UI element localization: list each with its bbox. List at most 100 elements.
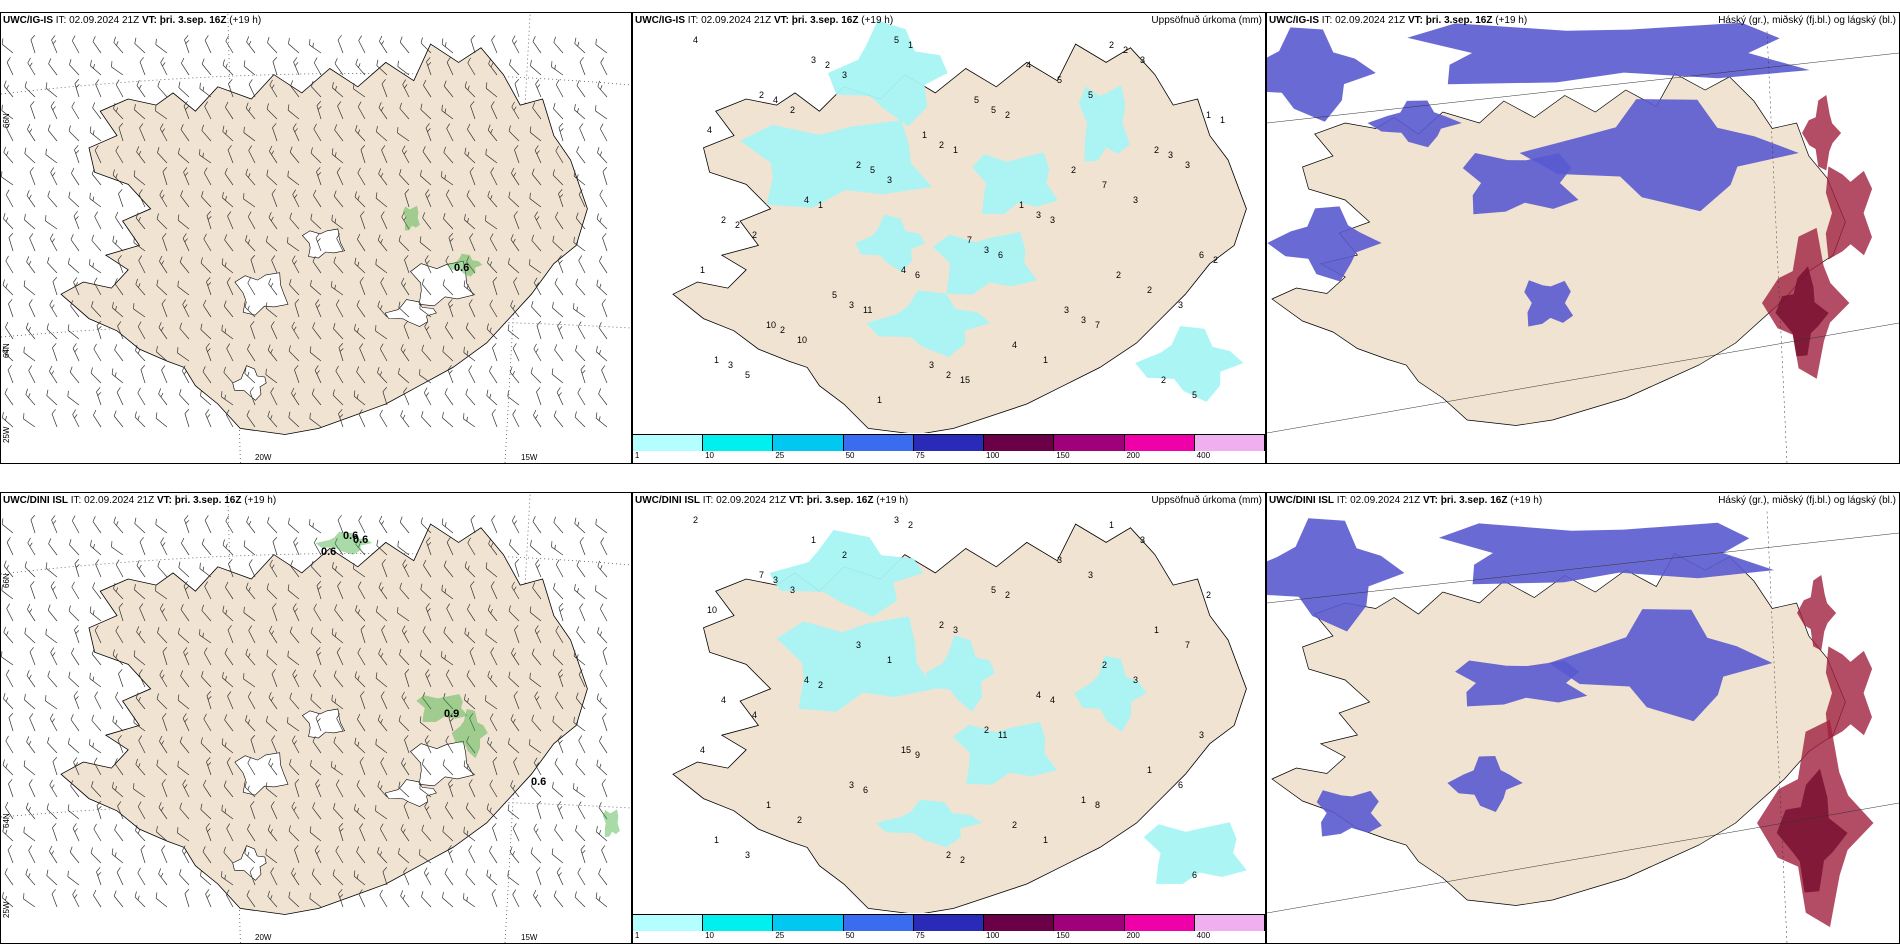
legend-swatch <box>1054 915 1125 931</box>
wind-barb <box>243 126 256 142</box>
wind-barb <box>353 870 366 886</box>
wind-barb <box>532 102 542 120</box>
precip-area <box>952 722 1057 785</box>
wind-barb <box>580 845 586 864</box>
wind-barb <box>553 890 564 908</box>
wind-barb <box>316 647 322 666</box>
legend-swatch <box>1194 435 1265 451</box>
wind-barb <box>158 322 168 340</box>
legend-tick-label: 100 <box>986 451 1000 460</box>
wind-barb <box>266 103 278 120</box>
wind-barb <box>337 35 344 54</box>
wind-barb <box>377 780 388 798</box>
legend-swatch <box>773 435 844 451</box>
wind-barb <box>116 867 124 886</box>
wind-barb <box>45 148 58 164</box>
wind-barb <box>420 170 432 186</box>
wind-barb <box>135 345 146 362</box>
wind-barb <box>485 215 498 230</box>
wind-barb <box>397 127 410 142</box>
legend-tick-label: 1 <box>634 451 640 460</box>
wind-barb <box>222 59 234 76</box>
wind-barb <box>489 845 498 864</box>
wind-barb <box>576 560 586 578</box>
wind-barb <box>92 516 102 534</box>
wind-barb <box>94 211 102 230</box>
wind-barb <box>203 233 212 252</box>
wind-barb <box>157 627 168 644</box>
wind-barb <box>377 234 388 252</box>
wind-barb <box>580 365 586 384</box>
wind-barb <box>247 211 256 230</box>
precip-value: 1 <box>887 655 892 665</box>
wind-barb <box>202 366 212 384</box>
wind-barb <box>200 257 212 274</box>
wind-barb <box>574 584 586 600</box>
wind-barb <box>90 540 102 556</box>
wind-barb <box>421 344 432 362</box>
wind-barb <box>160 537 168 556</box>
wind-barb <box>377 300 388 318</box>
wind-barb <box>248 625 256 644</box>
wind-barb <box>182 233 190 252</box>
wind-barb <box>463 346 476 362</box>
wind-barb <box>243 193 256 208</box>
wind-barb <box>420 103 432 120</box>
high-cloud-area <box>1825 166 1873 260</box>
wind-barb <box>375 738 388 754</box>
wind-barb <box>243 60 256 76</box>
wind-barb <box>227 145 234 164</box>
wind-barb <box>375 192 388 208</box>
wind-barb <box>90 847 102 864</box>
wind-barb <box>422 626 432 644</box>
wind-barb <box>292 123 300 142</box>
wind-barb <box>179 869 190 886</box>
legend-swatch <box>773 915 844 931</box>
wind-barb <box>355 538 366 556</box>
wind-barb <box>249 387 256 406</box>
precip-value: 1 <box>766 800 771 810</box>
wind-barb <box>442 825 454 842</box>
wind-barb <box>205 409 212 428</box>
wind-barb <box>464 627 476 644</box>
wind-barb <box>574 37 586 54</box>
wind-barb <box>178 148 190 164</box>
precip-value: 11 <box>863 305 872 315</box>
legend-tick-label: 150 <box>1056 931 1070 940</box>
wind-barb <box>532 582 542 600</box>
mid-cloud-area <box>1407 22 1810 85</box>
wind-barb <box>244 847 256 864</box>
wind-barb <box>111 541 124 556</box>
legend-tick-label: 25 <box>775 451 785 460</box>
wind-barb <box>487 737 498 754</box>
wind-barb <box>49 845 58 864</box>
wind-barb <box>5 321 14 340</box>
wind-barb <box>161 365 168 384</box>
gust-value: 0.6 <box>454 262 469 274</box>
wind-barb <box>403 801 410 820</box>
wind-barb <box>95 79 102 98</box>
wind-barb <box>312 736 322 754</box>
wind-barb <box>596 279 608 296</box>
wind-barb <box>89 259 102 274</box>
wind-barb <box>601 299 608 318</box>
precip-value: 2 <box>946 850 951 860</box>
wind-barb <box>486 323 498 340</box>
wind-barb <box>315 713 322 732</box>
wind-barb <box>179 389 190 406</box>
precip-area <box>866 290 991 358</box>
wind-barb <box>404 255 410 274</box>
wind-barb <box>69 539 80 556</box>
wind-barb <box>246 516 256 534</box>
wind-barb <box>490 647 498 666</box>
wind-barb <box>534 625 542 644</box>
wind-barb <box>247 823 256 842</box>
wind-barb <box>397 60 410 76</box>
legend-tick-label: 25 <box>775 931 785 940</box>
wind-barb <box>574 104 586 120</box>
wind-barb <box>52 343 58 362</box>
wind-barb <box>224 648 234 666</box>
wind-barb <box>137 867 146 886</box>
precip-value: 2 <box>735 220 740 230</box>
precip-value: 6 <box>998 250 1003 260</box>
